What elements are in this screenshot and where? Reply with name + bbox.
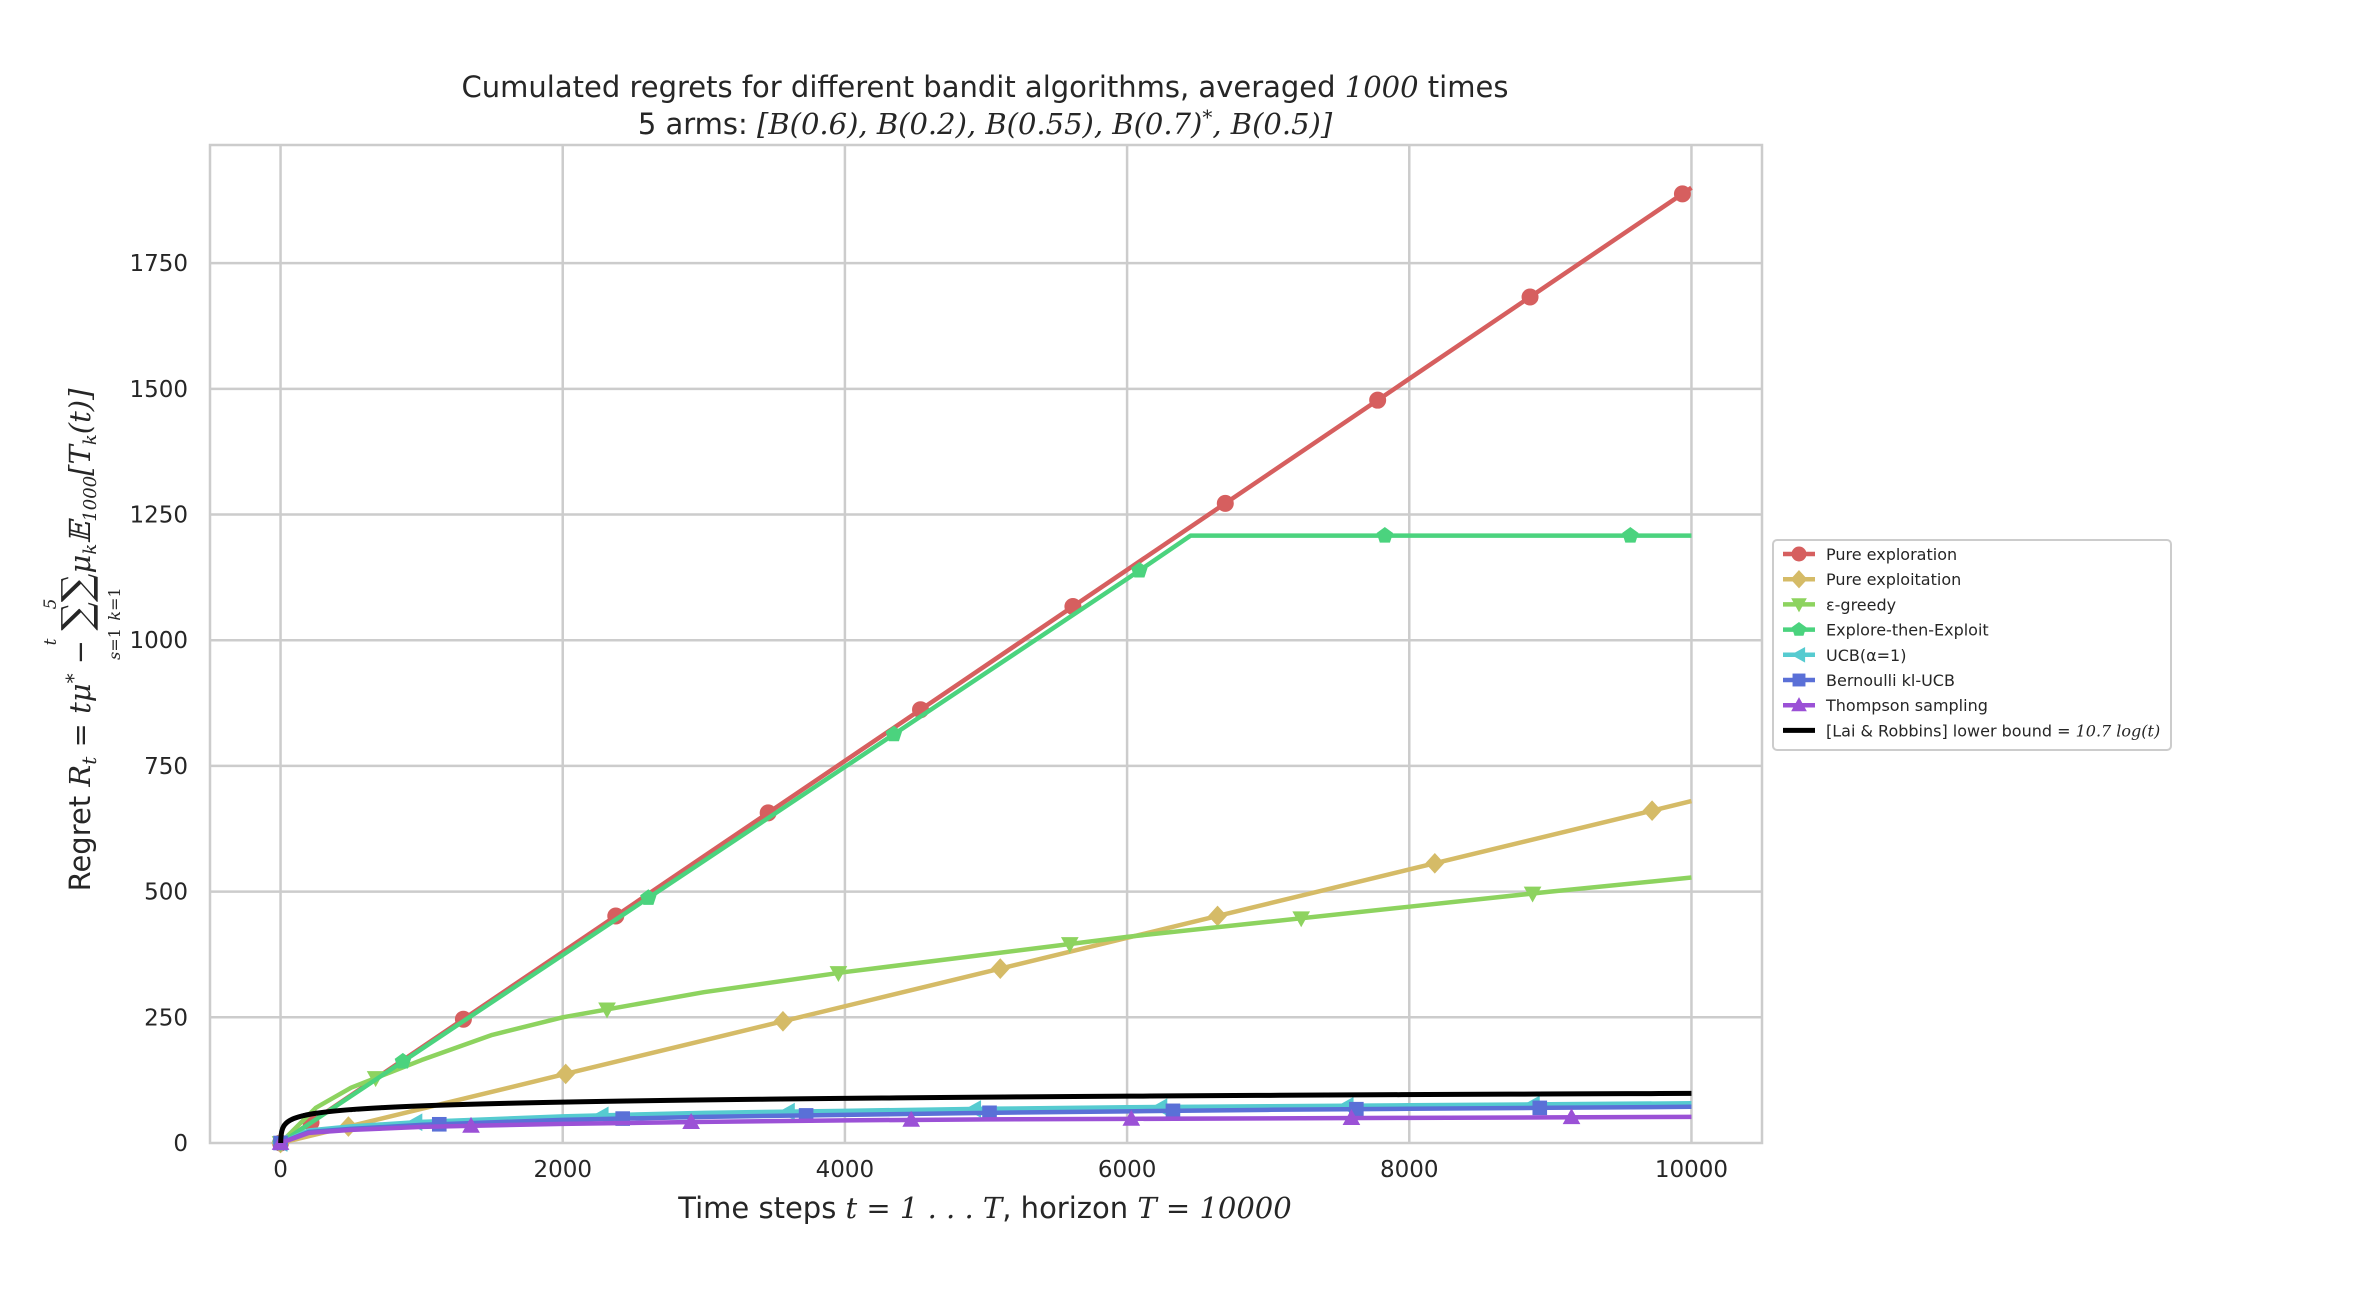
y-tick-label: 1750: [129, 251, 188, 277]
legend-label: ε-greedy: [1826, 595, 1896, 614]
y-tick-label: 500: [144, 880, 188, 906]
legend-label: Bernoulli kl-UCB: [1826, 671, 1955, 690]
series-marker: [1165, 1103, 1181, 1119]
legend-item: Thompson sampling: [1783, 696, 1988, 715]
series-marker: [990, 958, 1010, 979]
svg-text:t: t: [41, 638, 61, 645]
plot-frame: [208, 143, 1764, 1145]
series-marker: [394, 1052, 412, 1069]
legend-marker: [1790, 646, 1806, 663]
series-line: [279, 1114, 1692, 1146]
legend-item: UCB(α=1): [1783, 646, 1906, 665]
y-tick-labels: 0 250 500 750 1000 1250 1500 1750: [129, 251, 188, 1157]
series-marker: [1562, 1108, 1581, 1125]
series-marker: [1376, 527, 1394, 543]
series-marker: [1208, 905, 1228, 927]
series-marker: [902, 1110, 921, 1127]
y-tick-label: 1500: [129, 377, 188, 403]
y-tick-label: 0: [173, 1131, 188, 1157]
legend-marker: [1791, 621, 1807, 636]
svg-text:5: 5: [41, 599, 61, 610]
series-marker: [556, 1063, 576, 1085]
legend-label: UCB(α=1): [1826, 646, 1906, 665]
series-marker: [462, 1116, 480, 1133]
legend-item: ε-greedy: [1783, 595, 1896, 614]
series-marker: [1622, 527, 1639, 543]
series-3: [272, 527, 1692, 1150]
series-marker: [1369, 391, 1387, 409]
series-marker: [640, 889, 657, 905]
chart-title: Cumulated regrets for different bandit a…: [462, 70, 1509, 104]
grid: [210, 145, 1762, 1143]
legend-marker: [1791, 546, 1807, 562]
x-tick-label: 6000: [1098, 1157, 1157, 1183]
series-marker: [1131, 561, 1148, 578]
legend-item: Pure exploration: [1783, 545, 1957, 564]
legend-label: Pure exploration: [1826, 545, 1957, 564]
series-marker: [1642, 800, 1662, 821]
legend-label: [Lai & Robbins] lower bound = 10.7 log(t…: [1826, 721, 2160, 740]
legend-item: Bernoulli kl-UCB: [1783, 671, 1955, 690]
series-marker: [682, 1113, 700, 1129]
x-tick-label: 4000: [816, 1157, 875, 1183]
legend-item: Explore-then-Exploit: [1783, 621, 1989, 640]
series-2: [271, 875, 1692, 1153]
series-line: [278, 1090, 1692, 1146]
series-line: [278, 875, 1692, 1145]
legend-marker: [1790, 570, 1808, 589]
series-line: [279, 1101, 1692, 1146]
chart-subtitle: 5 arms: [B(0.6), B(0.2), B(0.55), B(0.7)…: [638, 105, 1333, 141]
series-marker: [885, 725, 903, 742]
series-marker: [829, 966, 848, 983]
svg-text:Regret Rt = tμ* − ∑∑μk𝔼1000[T: Regret Rt = tμ* − ∑∑μk𝔼1000[Tk(t)]: [54, 388, 101, 891]
legend-item: Pure exploitation: [1783, 570, 1961, 589]
series-marker: [1292, 911, 1311, 928]
series-marker: [1521, 288, 1539, 306]
legend-label: Explore-then-Exploit: [1826, 621, 1989, 640]
legend-marker: [1791, 697, 1807, 712]
series-marker: [1060, 937, 1079, 954]
series-marker: [773, 1010, 793, 1032]
series-line: [280, 798, 1692, 1146]
series-line: [279, 533, 1692, 1145]
series-marker: [1425, 852, 1445, 874]
series-1: [271, 798, 1692, 1154]
legend-marker: [1792, 673, 1806, 687]
svg-text:s=1: s=1: [105, 628, 124, 660]
y-tick-label: 250: [144, 1005, 188, 1031]
legend: Pure exploration Pure exploitation ε-greed…: [1772, 539, 2172, 751]
x-axis-label: Time steps t = 1 . . . T, horizon T = 10…: [677, 1191, 1291, 1225]
series-7: [278, 1090, 1692, 1146]
series-marker: [1216, 494, 1234, 512]
series-marker: [598, 1002, 616, 1019]
x-tick-label: 8000: [1380, 1157, 1439, 1183]
series-marker: [1532, 1100, 1548, 1116]
legend-marker: [1791, 598, 1807, 613]
x-tick-labels: 0 2000 4000 6000 8000 10000: [273, 1157, 1728, 1183]
y-tick-label: 750: [144, 754, 188, 780]
legend-label: Thompson sampling: [1825, 696, 1988, 715]
series-marker: [1673, 185, 1691, 203]
series-layer: [271, 185, 1693, 1154]
x-tick-label: 0: [273, 1157, 288, 1183]
x-tick-label: 10000: [1655, 1157, 1728, 1183]
svg-text:k=1: k=1: [105, 587, 124, 620]
y-tick-label: 1250: [129, 503, 188, 529]
series-marker: [1523, 886, 1542, 903]
series-marker: [1342, 1109, 1361, 1125]
series-marker: [1122, 1109, 1141, 1126]
legend-label: Pure exploitation: [1826, 570, 1961, 589]
legend-item: [Lai & Robbins] lower bound = 10.7 log(t…: [1783, 721, 2160, 740]
legend-frame: [1772, 539, 2172, 751]
y-tick-label: 1000: [129, 628, 188, 654]
x-tick-label: 2000: [533, 1157, 592, 1183]
y-axis-label: Regret Rt = tμ* − ∑∑μk𝔼1000[Tk(t)] t 5 s…: [41, 388, 124, 891]
